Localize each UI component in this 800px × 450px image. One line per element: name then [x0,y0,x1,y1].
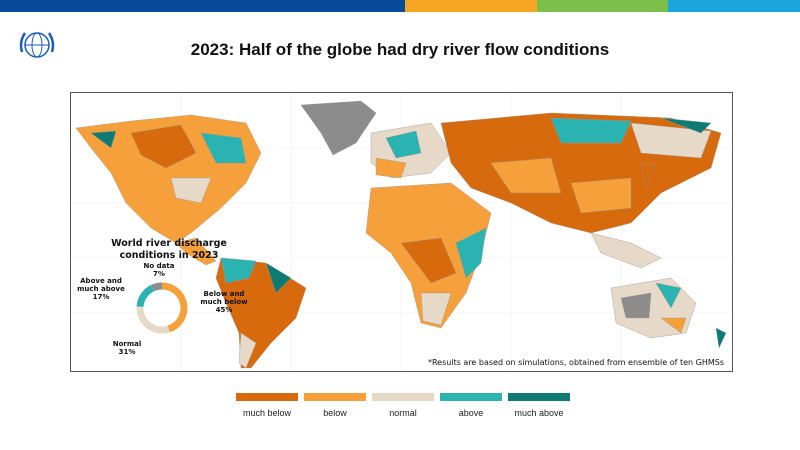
top-bar-blue [0,0,405,12]
legend-label: below [323,408,347,418]
below-value: 45% [215,306,233,314]
no-data-value: 7% [153,270,165,278]
top-color-bar [0,0,800,12]
normal-value: 31% [118,348,136,356]
discharge-donut-chart [136,282,188,334]
donut-segment-above-and-much-above [136,284,155,308]
legend-item: much above [508,393,570,418]
legend-item: normal [372,393,434,418]
legend-label: above [458,408,484,418]
above-label: Above and much above [77,277,125,293]
legend-label: much below [242,408,292,418]
top-bar-orange [405,0,537,12]
legend-swatch [440,393,502,401]
below-label: Below and much below [200,290,248,306]
legend-swatch [236,393,298,401]
top-bar-lightblue [668,0,800,12]
donut-segment-below-and-much-below [161,282,188,333]
donut-label-normal: Normal 31% [111,340,143,356]
top-bar-green [537,0,668,12]
legend-swatch [372,393,434,401]
legend-item: below [304,393,366,418]
legend-item: much below [236,393,298,418]
legend-label: much above [514,408,564,418]
legend-item: above [440,393,502,418]
donut-segment-no-data [151,282,163,292]
legend-swatch [304,393,366,401]
donut-label-above: Above and much above 17% [75,277,127,301]
donut-segment-normal [136,306,170,334]
world-map: World river discharge conditions in 2023… [70,92,733,372]
above-value: 17% [92,293,110,301]
color-legend: much below below normal above much above [236,393,570,418]
donut-label-no-data: No data 7% [139,262,179,278]
world-map-graphic [71,93,732,371]
greenland [300,100,377,156]
donut-title: World river discharge conditions in 2023 [111,238,227,261]
no-data-label: No data [143,262,175,270]
simulation-note: *Results are based on simulations, obtai… [427,358,724,367]
donut-label-below: Below and much below 45% [199,290,249,314]
legend-swatch [508,393,570,401]
normal-label: Normal [112,340,142,348]
legend-label: normal [389,408,417,418]
page-title: 2023: Half of the globe had dry river fl… [190,40,610,59]
wmo-logo [19,32,55,58]
